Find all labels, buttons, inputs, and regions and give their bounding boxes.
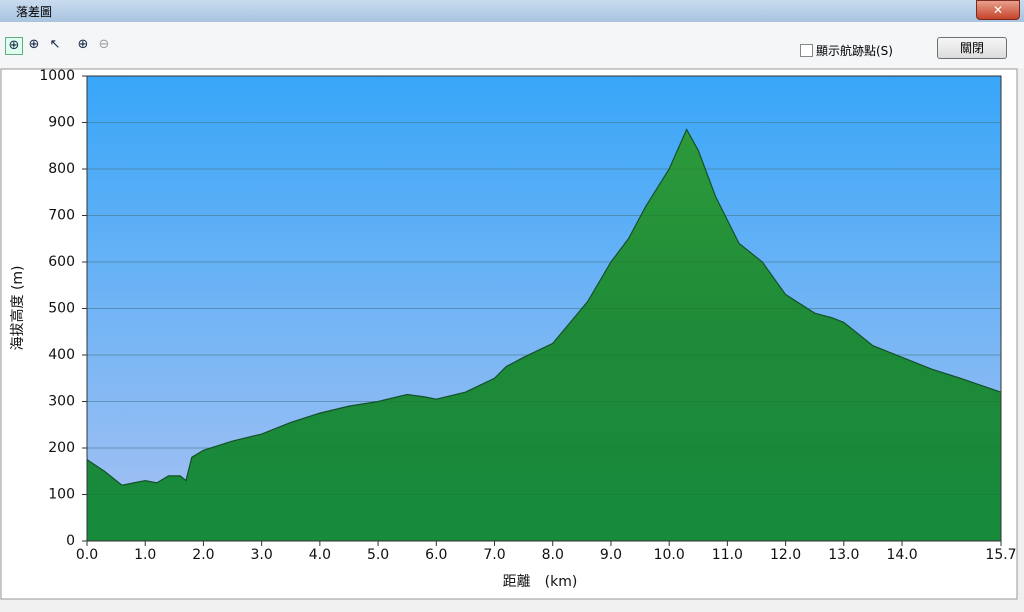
y-tick-label: 900 bbox=[48, 115, 75, 131]
x-tick-label: 11.0 bbox=[712, 547, 743, 563]
x-tick-label: 5.0 bbox=[367, 547, 389, 563]
tool-center[interactable]: ⊕ bbox=[28, 37, 40, 52]
x-tick-label: 4.0 bbox=[309, 547, 331, 563]
x-tick-label: 10.0 bbox=[654, 547, 685, 563]
y-axis-label: 海拔高度 (m) bbox=[9, 265, 26, 350]
checkbox-label: 顯示航跡點(S) bbox=[816, 44, 893, 58]
x-tick-label: 7.0 bbox=[483, 547, 505, 563]
x-tick-label: 12.0 bbox=[770, 547, 801, 563]
x-tick-label: 15.7 bbox=[985, 547, 1016, 563]
tool-pan[interactable]: ↖ bbox=[49, 37, 61, 52]
y-tick-label: 200 bbox=[48, 440, 75, 456]
tool-zoom-in[interactable]: ⊕ bbox=[77, 37, 89, 52]
close-dialog-button[interactable]: 關閉 bbox=[937, 37, 1007, 59]
x-tick-label: 6.0 bbox=[425, 547, 447, 563]
x-tick-label: 1.0 bbox=[134, 547, 156, 563]
y-tick-label: 100 bbox=[48, 487, 75, 503]
window-title: 落差圖 bbox=[16, 5, 53, 19]
title-bar: 落差圖 ✕ bbox=[0, 0, 1024, 22]
x-tick-label: 14.0 bbox=[886, 547, 917, 563]
y-tick-label: 300 bbox=[48, 394, 75, 410]
checkbox[interactable]: 顯示航跡點(S) bbox=[800, 42, 893, 59]
y-tick-label: 700 bbox=[48, 208, 75, 224]
tool-select[interactable]: ⊕ bbox=[5, 37, 23, 55]
elevation-outline bbox=[86, 128, 1002, 486]
y-tick-label: 600 bbox=[48, 254, 75, 270]
y-tick-label: 0 bbox=[66, 533, 75, 549]
y-tick-label: 800 bbox=[48, 161, 75, 177]
x-tick-label: 3.0 bbox=[251, 547, 273, 563]
x-tick-label: 8.0 bbox=[542, 547, 564, 563]
toolbar: ⊕ ⊕ ↖ ⊕ ⊖ 顯示航跡點(S) 關閉 bbox=[0, 22, 1024, 68]
y-tick-label: 1000 bbox=[39, 68, 75, 84]
plot-border bbox=[86, 75, 1002, 542]
x-tick-label: 2.0 bbox=[192, 547, 214, 563]
elevation-area bbox=[87, 129, 1001, 541]
x-tick-label: 13.0 bbox=[828, 547, 859, 563]
x-axis-label: 距離 (km) bbox=[503, 573, 578, 590]
x-tick-label: 9.0 bbox=[600, 547, 622, 563]
close-button[interactable]: ✕ bbox=[976, 0, 1020, 20]
y-tick-label: 400 bbox=[48, 347, 75, 363]
x-tick-label: 0.0 bbox=[76, 547, 98, 563]
y-tick-label: 500 bbox=[48, 301, 75, 317]
tool-zoom-out[interactable]: ⊖ bbox=[98, 37, 110, 52]
chart: 海拔高度 (m) 距離 (km) 0 100 200 300 400 500 600 700 8… bbox=[0, 68, 1018, 600]
